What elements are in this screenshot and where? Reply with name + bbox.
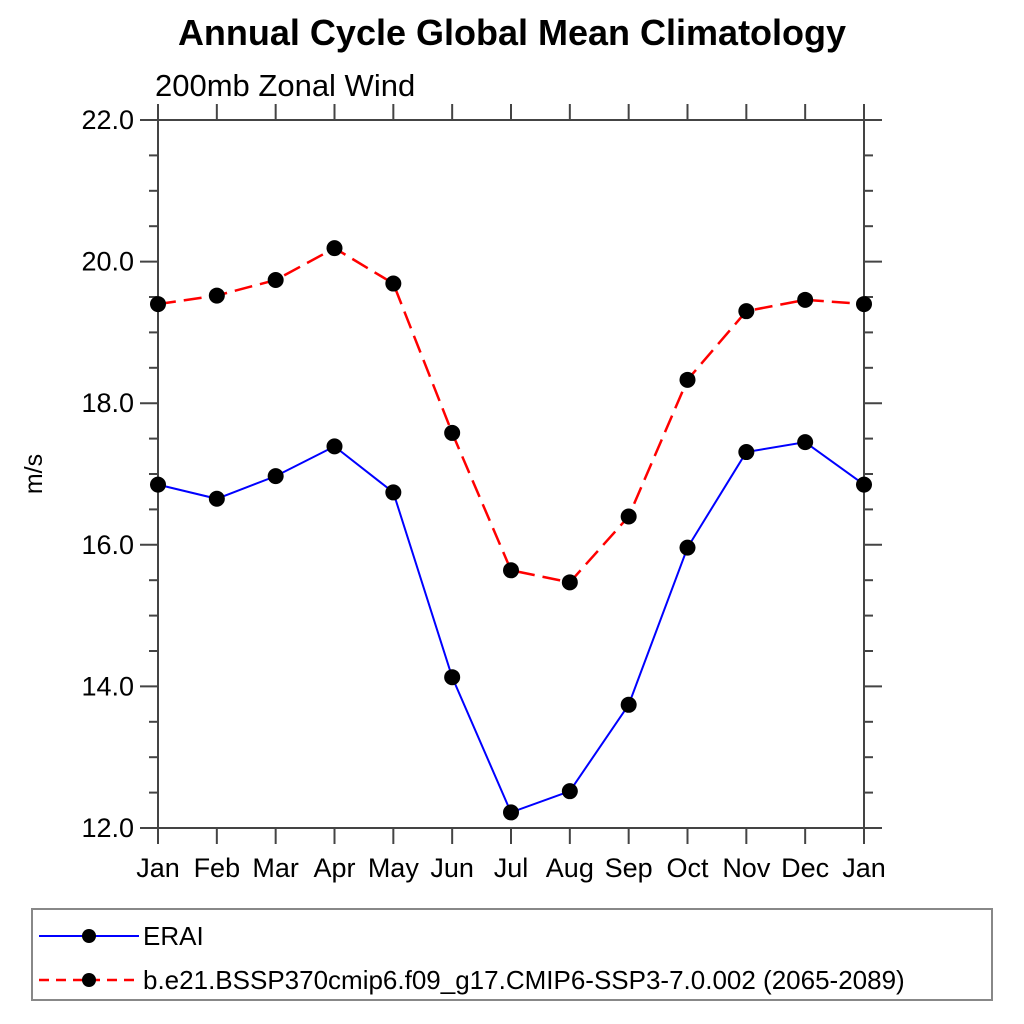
data-point-marker [267,468,284,485]
data-point-marker [503,804,519,821]
legend-entry-erai: ERAI [39,920,204,952]
chart-title: Annual Cycle Global Mean Climatology [177,12,847,53]
data-point-marker [208,490,225,507]
data-point-marker [267,272,284,289]
x-tick-label: Sep [605,853,653,883]
data-point-marker [326,240,343,257]
data-point-marker [679,371,696,388]
x-tick-label: Apr [313,853,355,883]
data-point-marker [150,296,166,313]
series-line-1 [157,246,865,584]
legend-marker-dot [82,973,96,987]
y-tick-label: 22.0 [81,105,134,135]
legend-marker-dot [82,929,96,943]
x-tick-label: Jan [842,853,886,883]
data-point-marker [385,275,402,292]
data-point-marker [797,291,814,308]
data-point-marker [326,438,343,455]
axis-box [157,119,865,829]
y-tick-label: 20.0 [81,247,134,277]
data-point-marker [444,669,461,686]
data-point-marker [738,303,755,320]
chart-subtitle: 200mb Zonal Wind [155,68,416,103]
data-point-marker [679,539,696,556]
x-tick-label: Jul [494,853,529,883]
x-tick-label: Jun [430,853,474,883]
data-point-marker [620,508,637,525]
legend-line-sample-solid [39,929,139,943]
x-tick-label: May [368,853,420,883]
data-point-marker [150,476,166,493]
x-tick-label: Dec [781,853,829,883]
y-tick-label: 18.0 [81,388,134,418]
data-point-marker [856,296,872,313]
x-tick-label: Nov [722,853,771,883]
data-point-marker [444,424,461,441]
x-tick-label: Aug [546,853,594,883]
legend-entry-model: b.e21.BSSP370cmip6.f09_g17.CMIP6-SSP3-7.… [39,964,905,996]
legend-label-model: b.e21.BSSP370cmip6.f09_g17.CMIP6-SSP3-7.… [143,964,905,995]
y-axis-label: m/s [20,454,48,494]
data-point-marker [856,476,872,493]
x-tick-label: Feb [194,853,241,883]
y-tick-label: 16.0 [81,530,134,560]
x-tick-label: Jan [136,853,180,883]
legend-line-sample-dashed [39,973,139,987]
x-tick-label: Oct [666,853,709,883]
data-point-marker [208,287,225,304]
data-point-marker [620,696,637,713]
data-point-marker [561,574,578,591]
legend-label-erai: ERAI [143,920,204,951]
data-point-marker [561,783,578,800]
series-line-0 [157,441,865,814]
data-point-marker [738,444,755,461]
x-tick-label: Mar [252,853,299,883]
data-point-marker [503,562,519,579]
legend-box: ERAI b.e21.BSSP370cmip6.f09_g17.CMIP6-SS… [31,908,993,1001]
data-point-marker [385,484,402,501]
y-tick-label: 14.0 [81,671,134,701]
data-point-marker [797,434,814,451]
y-tick-label: 12.0 [81,813,134,843]
